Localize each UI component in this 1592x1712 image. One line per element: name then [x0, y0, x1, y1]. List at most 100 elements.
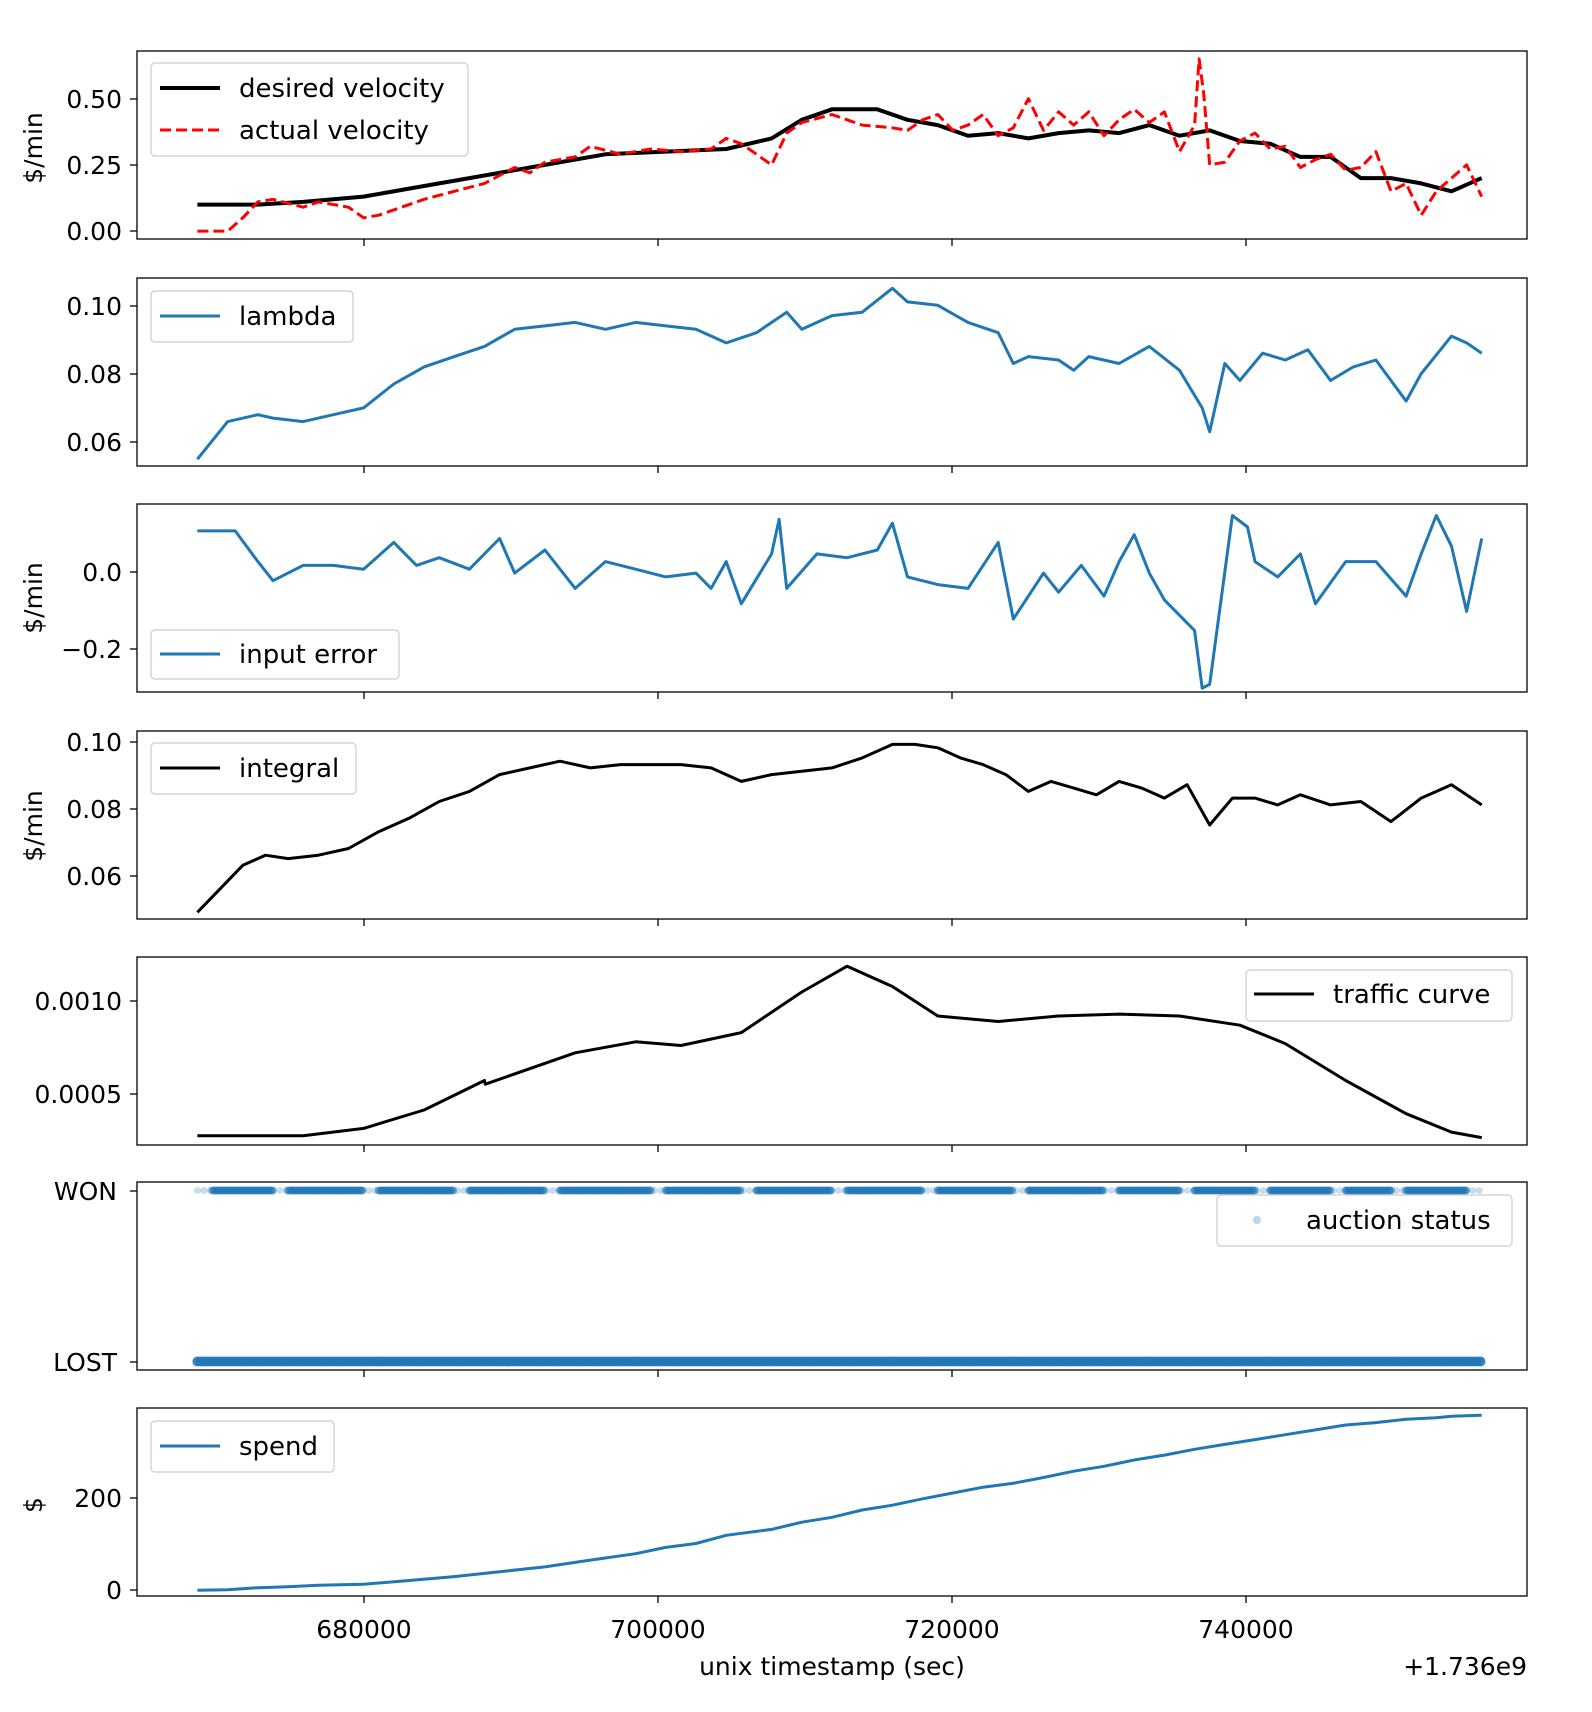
- legend-label-input-error: input error: [239, 640, 377, 670]
- scatter-point-won: [917, 1186, 926, 1195]
- scatter-point-won: [549, 1187, 557, 1194]
- series-line-integral: [196, 742, 1483, 914]
- scatter-point-won: [460, 1187, 468, 1194]
- yticks-traffic: 0.0005 0.0010: [35, 987, 137, 1109]
- legend-box: [1216, 1194, 1513, 1247]
- xtick-label: 680000: [316, 1615, 411, 1644]
- scatter-point-won: [1387, 1186, 1395, 1195]
- panel-integral: $/min 0.06 0.08 0.10 integral: [19, 728, 1528, 926]
- ytick: 0.50: [66, 85, 137, 114]
- scatter-point-won: [1250, 1186, 1259, 1195]
- scatter-point-won: [1260, 1187, 1267, 1194]
- ytick: 0.08: [66, 795, 137, 824]
- scatter-point-won: [1098, 1186, 1107, 1195]
- xticks-auction: [363, 1370, 1247, 1377]
- xtick-label: 720000: [904, 1615, 999, 1644]
- ytick: 0.0005: [35, 1080, 137, 1109]
- ytick: −0.2: [61, 635, 137, 664]
- series-line-input-error: [197, 514, 1484, 690]
- scatter-point-lost: [1475, 1356, 1486, 1367]
- scatter-point-won: [1107, 1187, 1115, 1194]
- ytick: 0.10: [66, 728, 137, 757]
- series-line-spend: [197, 1413, 1482, 1592]
- ytick-label: 0.0010: [35, 987, 122, 1016]
- scatter-point-won: [834, 1187, 842, 1194]
- yticks-spend: 0 200: [74, 1484, 137, 1605]
- xtick: 740000: [1198, 1596, 1294, 1644]
- legend-label-traffic-curve: traffic curve: [1333, 980, 1490, 1010]
- legend-integral: integral: [150, 742, 357, 795]
- axes-frame-input-error: [136, 503, 1528, 693]
- yticks-lambda: 0.06 0.08 0.10: [66, 292, 137, 457]
- axes-frame-traffic: [136, 956, 1528, 1146]
- scatter-point-won: [1462, 1186, 1470, 1195]
- xticks-input-error: [363, 692, 1247, 699]
- series-line-desired-velocity: [197, 107, 1483, 207]
- ytick: LOST: [53, 1348, 137, 1377]
- scatter-point-won: [200, 1187, 208, 1194]
- legend-label-desired-velocity: desired velocity: [239, 74, 445, 104]
- ytick-label: 0.06: [66, 428, 122, 457]
- legend-spend: spend: [150, 1420, 335, 1473]
- scatter-point-won: [268, 1186, 277, 1195]
- ytick-label: WON: [54, 1177, 117, 1206]
- ylabel-velocity: $/min: [19, 112, 48, 183]
- yticks-integral: 0.06 0.08 0.10: [66, 728, 137, 891]
- panel-lambda: 0.06 0.08 0.10 lambda: [66, 277, 1528, 473]
- scatter-point-won: [923, 1187, 931, 1194]
- ytick-label: LOST: [53, 1348, 118, 1377]
- xticks-integral: [363, 919, 1247, 926]
- scatter-point-won: [358, 1186, 367, 1195]
- legend-box: [150, 629, 400, 680]
- legend-label-spend: spend: [239, 1432, 318, 1462]
- x-offset-text: +1.736e9: [1403, 1652, 1527, 1681]
- ytick: 0.08: [66, 360, 137, 389]
- scatter-point-won: [276, 1187, 284, 1194]
- xticks-traffic: [363, 1145, 1247, 1152]
- legend-lambda: lambda: [150, 290, 354, 343]
- lost-points: [192, 1356, 1486, 1367]
- scatter-point-won: [1326, 1186, 1334, 1195]
- ytick-label: 0.50: [66, 85, 122, 114]
- panel-input-error: $/min −0.2 0.0 input error: [19, 503, 1528, 699]
- scatter-point-won: [365, 1187, 373, 1194]
- ytick: 200: [74, 1484, 137, 1513]
- xtick: 720000: [904, 1596, 1000, 1644]
- ytick-label: 0.08: [66, 360, 122, 389]
- yticks-velocity: 0.00 0.25 0.50: [66, 85, 137, 246]
- axes-frame-auction: [136, 1181, 1528, 1371]
- panel-traffic: 0.0005 0.0010 traffic curve: [35, 956, 1528, 1152]
- legend-input-error: input error: [150, 629, 400, 680]
- xtick: 700000: [610, 1596, 706, 1644]
- axes-frame-velocity: [136, 50, 1528, 240]
- ytick: 0.0010: [35, 987, 137, 1016]
- legend-box: [1245, 969, 1513, 1022]
- ytick: 0.25: [66, 151, 137, 180]
- scatter-point-won: [449, 1186, 458, 1195]
- scatter-point-won: [1393, 1187, 1401, 1194]
- scatter-point-won: [539, 1186, 548, 1195]
- panel-auction: LOST WON auction status: [53, 1177, 1528, 1377]
- series-line-traffic-curve: [197, 964, 1482, 1140]
- scatter-point-won: [1183, 1187, 1191, 1194]
- ytick-label: −0.2: [61, 635, 122, 664]
- axes-frame-lambda: [136, 277, 1528, 467]
- xticks-velocity: [363, 239, 1247, 246]
- ytick-label: 0.0005: [35, 1080, 122, 1109]
- axes-frame-integral: [136, 730, 1528, 920]
- scatter-point-won: [1469, 1187, 1477, 1194]
- scatter-point-won: [746, 1187, 753, 1194]
- ytick: 0.06: [66, 428, 137, 457]
- xticks-spend: 680000 700000 720000 740000: [316, 1596, 1294, 1644]
- scatter-point-won: [646, 1186, 655, 1195]
- ytick-label: 0.10: [66, 728, 122, 757]
- ytick-label: 0.08: [66, 795, 122, 824]
- ytick-label: 0.25: [66, 151, 122, 180]
- legend-label-integral: integral: [239, 754, 339, 784]
- legend-box: [150, 1420, 335, 1473]
- axes-frame-spend: [136, 1407, 1528, 1597]
- ytick-label: 200: [74, 1484, 122, 1513]
- series-line-lambda: [196, 286, 1483, 461]
- legend-box: [150, 62, 469, 157]
- legend-box: [150, 742, 357, 795]
